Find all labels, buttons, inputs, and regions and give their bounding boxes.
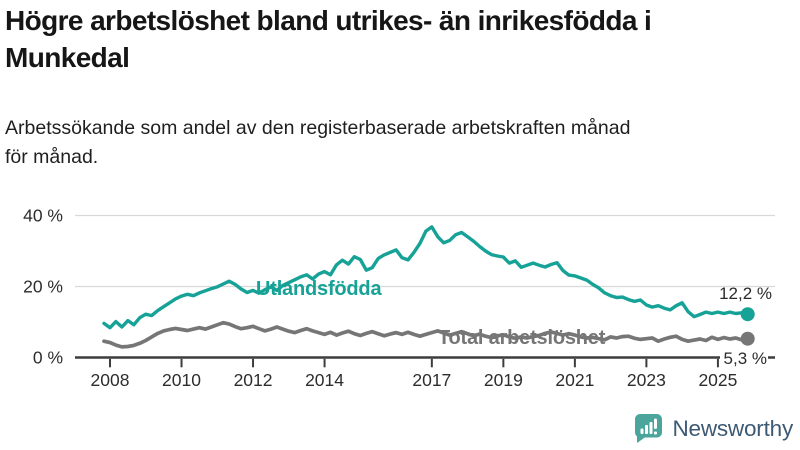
- page-title: Högre arbetslöshet bland utrikes- än inr…: [5, 2, 797, 76]
- x-tick-label-2023: 2023: [627, 370, 666, 390]
- series-line-1: [102, 320, 750, 349]
- x-tick-label-2008: 2008: [91, 370, 130, 390]
- y-tick-label-40: 40 %: [23, 206, 63, 226]
- x-tick-label-2019: 2019: [484, 370, 523, 390]
- logo-exclamation-stem: [654, 418, 658, 429]
- chart-subtitle-line-2: för månad.: [5, 145, 99, 168]
- newsworthy-logo-text: Newsworthy: [672, 415, 793, 441]
- x-tick-label-2017: 2017: [412, 370, 451, 390]
- x-tick-label-2012: 2012: [234, 370, 273, 390]
- end-value-label-0: 12,2 %: [719, 284, 772, 303]
- x-tick-label-2010: 2010: [162, 370, 201, 390]
- logo-bar-short: [640, 428, 644, 434]
- chart-subtitle-line-1: Arbetssökande som andel av den registerb…: [5, 117, 631, 139]
- series-end-dot-1: [740, 331, 755, 346]
- x-tick-label-2021: 2021: [555, 370, 594, 390]
- x-tick-label-2025: 2025: [698, 370, 737, 390]
- series-label-1: Total arbetslöshet: [438, 327, 606, 349]
- page-title-line-2: Munkedal: [5, 42, 130, 73]
- newsworthy-logo: Newsworthy: [633, 412, 793, 445]
- end-label-mask-1: [720, 349, 768, 367]
- logo-bar-tall: [649, 422, 653, 434]
- chart-subtitle: Arbetssökande som andel av den registerb…: [5, 114, 797, 171]
- page-title-line-1: Högre arbetslöshet bland utrikes- än inr…: [5, 5, 652, 36]
- x-tick-label-2014: 2014: [305, 370, 344, 390]
- y-tick-label-20: 20 %: [23, 277, 63, 297]
- y-tick-label-0: 0 %: [33, 348, 63, 368]
- logo-bar-medium: [645, 425, 649, 434]
- series-line-0: [102, 225, 750, 330]
- newsworthy-logo-icon: [635, 414, 663, 443]
- logo-exclamation-dot: [654, 431, 658, 435]
- end-value-label-1: 5,3 %: [724, 349, 767, 368]
- series-end-dot-0: [740, 307, 755, 322]
- series-label-0: Utlandsfödda: [256, 278, 382, 300]
